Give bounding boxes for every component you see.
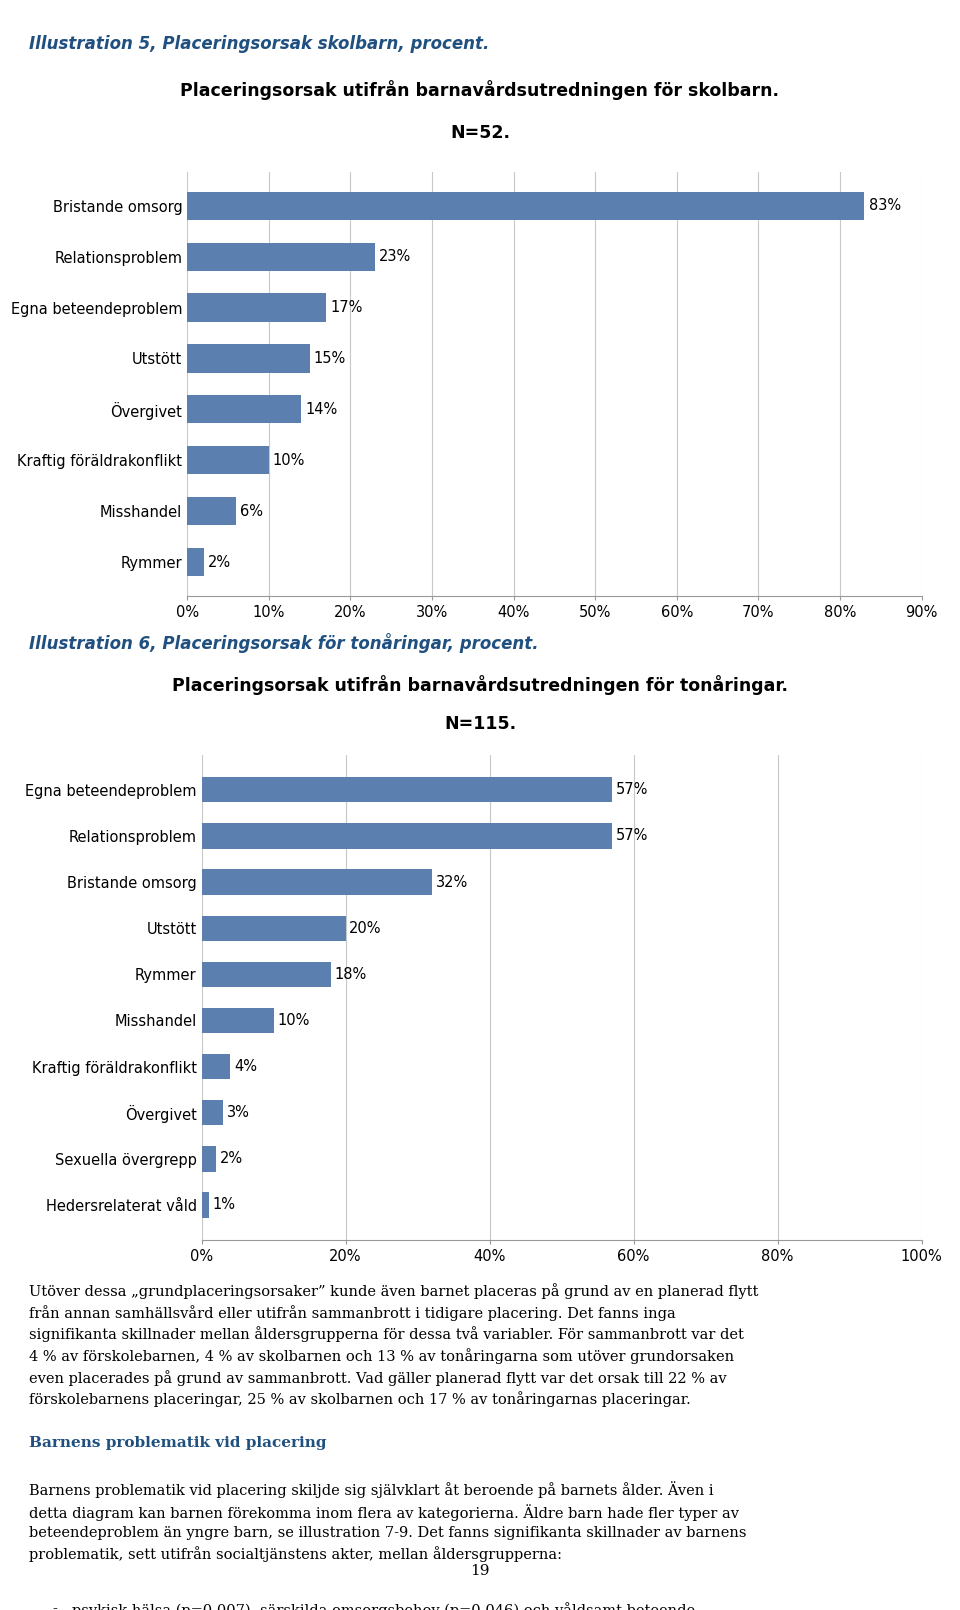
Bar xyxy=(202,916,346,940)
Bar xyxy=(187,192,864,219)
Text: Placeringsorsak utifrån barnavårdsutredningen för skolbarn.: Placeringsorsak utifrån barnavårdsutredn… xyxy=(180,80,780,100)
Text: 2%: 2% xyxy=(220,1151,243,1166)
Text: 3%: 3% xyxy=(227,1104,250,1121)
Text: 57%: 57% xyxy=(615,782,648,797)
Text: 2%: 2% xyxy=(207,555,230,570)
Text: 20%: 20% xyxy=(349,921,382,935)
Text: 18%: 18% xyxy=(335,968,367,982)
Bar xyxy=(187,446,269,475)
Bar xyxy=(187,549,204,576)
Bar xyxy=(202,1008,274,1034)
Text: 57%: 57% xyxy=(615,829,648,844)
Bar xyxy=(202,961,331,987)
Text: 6%: 6% xyxy=(240,504,263,518)
Bar xyxy=(202,1055,230,1079)
Text: 15%: 15% xyxy=(314,351,346,365)
Bar xyxy=(187,293,325,322)
Text: psykisk hälsa (p=0,007), särskilda omsorgsbehov (p=0,046) och våldsamt beteende
: psykisk hälsa (p=0,007), särskilda omsor… xyxy=(72,1602,695,1610)
Text: Barnens problematik vid placering: Barnens problematik vid placering xyxy=(29,1436,326,1451)
Text: 10%: 10% xyxy=(277,1013,309,1027)
Bar xyxy=(187,396,301,423)
Bar xyxy=(187,243,374,270)
Bar xyxy=(187,345,309,372)
Text: N=52.: N=52. xyxy=(450,124,510,142)
Text: 1%: 1% xyxy=(212,1198,235,1212)
Bar xyxy=(202,1193,208,1217)
Text: 17%: 17% xyxy=(330,299,362,316)
Bar xyxy=(202,1100,223,1125)
Text: 32%: 32% xyxy=(436,874,468,890)
Text: Illustration 6, Placeringsorsak för tonåringar, procent.: Illustration 6, Placeringsorsak för tonå… xyxy=(29,633,539,652)
Text: Illustration 5, Placeringsorsak skolbarn, procent.: Illustration 5, Placeringsorsak skolbarn… xyxy=(29,35,490,53)
Text: Utöver dessa „grundplaceringsorsaker” kunde även barnet placeras på grund av en : Utöver dessa „grundplaceringsorsaker” ku… xyxy=(29,1283,758,1407)
Bar xyxy=(202,823,612,848)
Bar xyxy=(202,778,612,802)
Text: Placeringsorsak utifrån barnavårdsutredningen för tonåringar.: Placeringsorsak utifrån barnavårdsutredn… xyxy=(172,675,788,694)
Bar xyxy=(187,497,236,525)
Text: 10%: 10% xyxy=(273,452,305,469)
Bar xyxy=(202,869,432,895)
Text: 4%: 4% xyxy=(234,1059,257,1074)
Text: Barnens problematik vid placering skiljde sig självklart åt beroende på barnets : Barnens problematik vid placering skiljd… xyxy=(29,1481,746,1562)
Bar xyxy=(202,1146,216,1172)
Text: N=115.: N=115. xyxy=(444,715,516,733)
Text: 19: 19 xyxy=(470,1563,490,1578)
Text: 23%: 23% xyxy=(379,250,411,264)
Text: 83%: 83% xyxy=(869,198,900,213)
Text: 14%: 14% xyxy=(305,402,338,417)
Text: -: - xyxy=(53,1602,58,1610)
